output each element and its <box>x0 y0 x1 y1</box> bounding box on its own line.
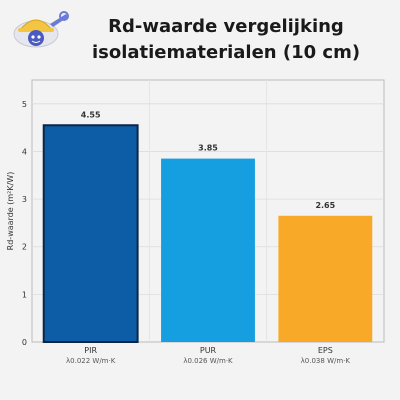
y-tick-label: 3 <box>22 195 27 204</box>
data-label: 2.65 <box>315 201 335 210</box>
bar-pir <box>42 124 139 343</box>
bar-eps <box>278 215 373 342</box>
chart-title-line-1: Rd-waarde vergelijking <box>108 16 344 37</box>
x-tick-sublabel: λ0.038 W/m·K <box>301 357 351 365</box>
x-tick-label: EPS <box>318 346 333 355</box>
y-tick-label: 0 <box>22 338 27 347</box>
chart-title: Rd-waarde vergelijking isolatiemateriale… <box>76 14 376 66</box>
bar-pur <box>161 158 255 342</box>
y-tick-label: 2 <box>22 243 27 252</box>
logo-icon <box>13 11 69 48</box>
y-tick-label: 5 <box>22 100 27 109</box>
x-tick-sublabel: λ0.022 W/m·K <box>66 357 116 365</box>
y-axis-label: Rd-waarde (m²K/W) <box>6 172 15 251</box>
chart-title-line-2: isolatiematerialen (10 cm) <box>91 42 361 63</box>
data-label: 4.55 <box>81 110 101 119</box>
x-tick-label: PIR <box>84 346 97 355</box>
y-tick-label: 4 <box>22 147 27 156</box>
y-tick-label: 1 <box>22 290 27 299</box>
data-label: 3.85 <box>198 144 218 153</box>
x-tick-label: PUR <box>200 346 217 355</box>
x-tick-sublabel: λ0.026 W/m·K <box>183 357 233 365</box>
